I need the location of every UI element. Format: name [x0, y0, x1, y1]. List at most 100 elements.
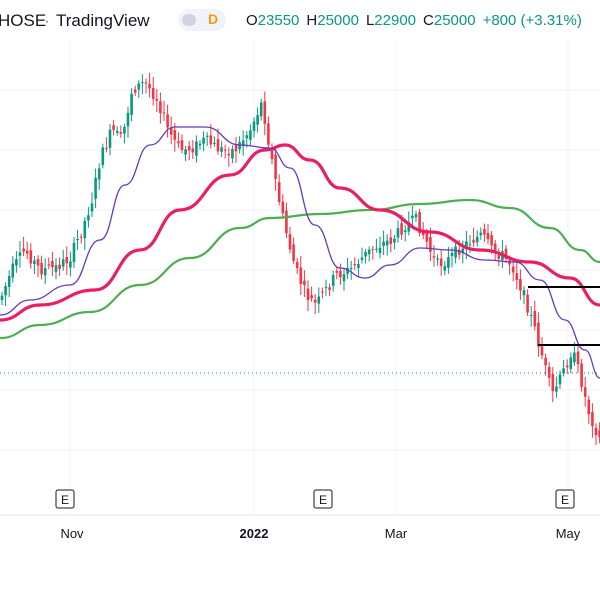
candle-body — [58, 264, 61, 269]
candle-body — [519, 278, 522, 291]
time-axis-label: Mar — [385, 526, 408, 541]
candle-body — [306, 288, 310, 301]
candle-body — [573, 352, 576, 363]
change-value: +800 (+3.31%) — [482, 12, 582, 29]
candle-body — [324, 287, 328, 289]
candle-body — [223, 149, 227, 151]
toggle-knob — [182, 14, 196, 26]
candle-body — [313, 299, 317, 303]
time-axis-label: 2022 — [240, 526, 269, 541]
candle-body — [216, 139, 220, 152]
candle-body — [547, 367, 551, 378]
ohlc-readout: O23550 H25000 L22900 C25000 +800 (+3.31%) — [246, 12, 582, 29]
candle-body — [256, 115, 259, 125]
close-value: 25000 — [433, 12, 476, 29]
candle-body — [407, 222, 411, 232]
candle-body — [583, 387, 587, 397]
candle-body — [202, 137, 205, 144]
candle-body — [162, 112, 166, 114]
interval-label: D — [208, 11, 219, 27]
candle-body — [245, 135, 249, 139]
candle-body — [331, 274, 335, 286]
candle-body — [295, 262, 299, 269]
candle-body — [465, 241, 468, 250]
candle-body — [263, 101, 267, 124]
candle-body — [544, 357, 547, 366]
open-label: O — [246, 12, 258, 29]
candle-body — [310, 295, 313, 299]
candle-body — [475, 236, 479, 243]
candle-body — [580, 363, 583, 388]
candle-body — [285, 210, 288, 234]
candle-body — [303, 280, 306, 286]
candle-body — [432, 256, 436, 258]
candle-body — [436, 258, 439, 260]
candle-body — [11, 263, 15, 278]
candle-body — [497, 255, 501, 259]
candle-body — [148, 84, 151, 89]
candle-body — [18, 252, 22, 256]
candle-body — [339, 270, 342, 278]
candle-body — [479, 232, 483, 236]
candle-body — [213, 142, 216, 144]
candle-body — [87, 215, 90, 221]
candle-body — [270, 148, 274, 160]
symbol-label[interactable]: HOSE — [0, 11, 47, 30]
candle-body — [209, 135, 213, 145]
candle-body — [25, 250, 29, 254]
candle-body — [69, 261, 72, 268]
candle-body — [511, 266, 515, 273]
candle-body — [180, 140, 184, 150]
candle-body — [357, 263, 360, 268]
candle-body — [429, 236, 432, 252]
earnings-marker: E — [55, 489, 75, 509]
candle-body — [385, 240, 389, 246]
candle-body — [587, 399, 591, 415]
candle-body — [443, 266, 447, 271]
candle-body — [328, 287, 331, 290]
ma-mid-line — [0, 143, 600, 322]
candle-body — [133, 89, 137, 93]
candle-body — [4, 286, 7, 296]
candle-body — [205, 135, 209, 137]
candle-body — [94, 177, 97, 199]
candle-body — [249, 130, 252, 140]
candle-body — [97, 168, 101, 180]
candle-body — [403, 230, 407, 233]
candle-body — [169, 127, 173, 135]
candle-body — [79, 236, 83, 238]
candle-body — [144, 82, 148, 84]
candle-body — [317, 296, 321, 304]
candle-body — [115, 130, 119, 133]
time-axis-label: May — [556, 526, 581, 541]
candle-body — [0, 295, 4, 300]
candle-body — [457, 249, 461, 255]
candle-body — [51, 260, 54, 268]
ma-fast-line — [0, 126, 600, 379]
candle-body — [227, 153, 231, 156]
candle-body — [252, 121, 256, 131]
candle-body — [65, 257, 69, 264]
candle-body — [288, 234, 292, 250]
candle-body — [389, 237, 393, 244]
header-separator: · — [44, 11, 50, 30]
earnings-marker-box — [555, 489, 575, 509]
open-value: 23550 — [257, 12, 300, 29]
earnings-marker-label: E — [561, 493, 569, 507]
candle-body — [187, 146, 191, 151]
moving-averages — [0, 126, 600, 379]
ma-slow-line — [0, 198, 600, 340]
candle-body — [598, 430, 600, 438]
interval-toggle[interactable]: D — [178, 9, 226, 31]
candle-body — [7, 275, 11, 287]
candle-body — [576, 351, 580, 365]
earnings-marker-label: E — [319, 493, 327, 507]
candle-body — [155, 98, 159, 101]
candle-body — [382, 241, 385, 246]
candle-body — [90, 203, 94, 212]
candle-body — [220, 147, 223, 152]
candle-body — [184, 149, 187, 155]
candle-body — [29, 250, 33, 264]
candle-body — [76, 238, 79, 241]
